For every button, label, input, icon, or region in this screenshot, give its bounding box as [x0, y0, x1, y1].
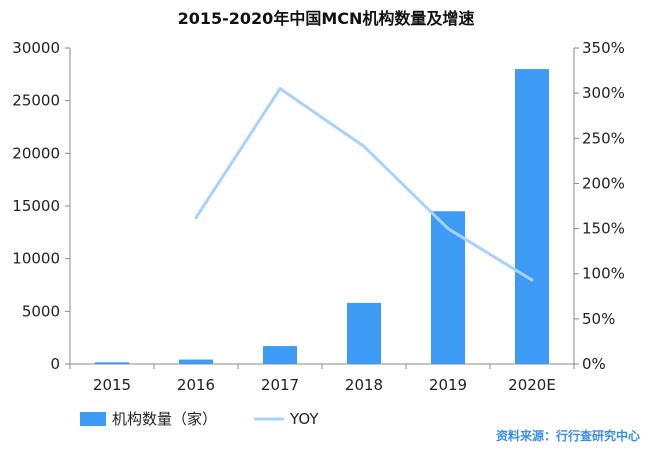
right-tick-label: 250% [582, 129, 625, 147]
legend-label-line: YOY [289, 410, 319, 428]
right-tick-label: 350% [582, 39, 625, 57]
chart-title: 2015-2020年中国MCN机构数量及增速 [178, 9, 475, 28]
x-tick-label: 2017 [261, 376, 299, 394]
right-tick-label: 100% [582, 265, 625, 283]
legend-label-bar: 机构数量（家） [112, 410, 217, 428]
left-tick-label: 30000 [12, 39, 60, 57]
right-tick-label: 0% [582, 355, 606, 373]
yoy-line [194, 87, 533, 282]
legend: 机构数量（家） YOY [80, 410, 319, 428]
bar [95, 362, 129, 364]
left-tick-label: 0 [50, 355, 60, 373]
left-tick-label: 5000 [22, 302, 60, 320]
left-tick-label: 15000 [12, 197, 60, 215]
left-tick-label: 10000 [12, 250, 60, 268]
bar-series [95, 69, 549, 365]
right-tick-label: 50% [582, 310, 615, 328]
axes: 0 5000 10000 15000 20000 25000 30000 0% 50% 100% 1… [12, 39, 625, 394]
bar [515, 69, 549, 365]
yoy-point [446, 227, 450, 231]
x-tick-label: 2018 [345, 376, 383, 394]
left-tick-label: 20000 [12, 144, 60, 162]
right-tick-label: 150% [582, 220, 625, 238]
right-tick-label: 300% [582, 84, 625, 102]
bar [179, 359, 213, 364]
left-tick-label: 25000 [12, 92, 60, 110]
bar [263, 346, 297, 364]
yoy-point [194, 216, 198, 220]
x-tick-label: 2019 [429, 376, 467, 394]
source-note: 资料来源：行行查研究中心 [496, 428, 640, 443]
yoy-point [530, 278, 534, 282]
yoy-point [278, 87, 282, 91]
line-series [194, 87, 534, 282]
x-tick-label: 2016 [177, 376, 215, 394]
right-tick-label: 200% [582, 174, 625, 192]
x-tick-label: 2020E [508, 376, 556, 394]
x-tick-label: 2015 [93, 376, 131, 394]
yoy-point [362, 144, 366, 148]
legend-swatch-bar [80, 412, 106, 426]
bar [347, 302, 381, 364]
